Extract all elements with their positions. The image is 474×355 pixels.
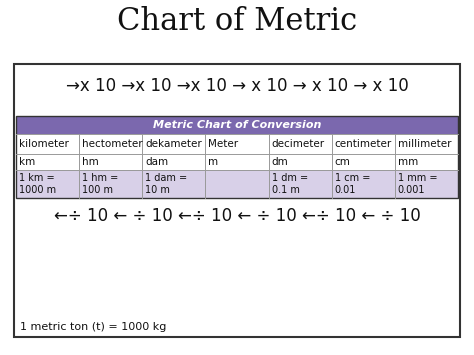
Text: →x 10 →x 10 →x 10 → x 10 → x 10 → x 10: →x 10 →x 10 →x 10 → x 10 → x 10 → x 10 (65, 77, 409, 95)
Text: cm: cm (335, 157, 351, 167)
Text: 1 dam =
10 m: 1 dam = 10 m (146, 173, 187, 195)
Text: Meter: Meter (209, 139, 238, 149)
Text: m: m (209, 157, 219, 167)
Text: 1 km =
1000 m: 1 km = 1000 m (19, 173, 56, 195)
Text: dm: dm (272, 157, 288, 167)
Text: 1 metric ton (t) = 1000 kg: 1 metric ton (t) = 1000 kg (20, 322, 166, 332)
Bar (16, 116, 458, 198)
Text: 1 hm =
100 m: 1 hm = 100 m (82, 173, 118, 195)
Bar (16, 170, 458, 198)
Text: 1 dm =
0.1 m: 1 dm = 0.1 m (272, 173, 308, 195)
Text: hm: hm (82, 157, 99, 167)
Text: decimeter: decimeter (272, 139, 325, 149)
Text: hectometer: hectometer (82, 139, 143, 149)
Text: 1 cm =
0.01: 1 cm = 0.01 (335, 173, 370, 195)
Text: dam: dam (146, 157, 168, 167)
Text: Chart of Metric: Chart of Metric (117, 6, 357, 38)
Text: mm: mm (398, 157, 418, 167)
Text: dekameter: dekameter (146, 139, 202, 149)
Bar (16, 116, 458, 134)
Text: Metric Chart of Conversion: Metric Chart of Conversion (153, 120, 321, 130)
Text: ←÷ 10 ← ÷ 10 ←÷ 10 ← ÷ 10 ←÷ 10 ← ÷ 10: ←÷ 10 ← ÷ 10 ←÷ 10 ← ÷ 10 ←÷ 10 ← ÷ 10 (54, 207, 420, 225)
Bar (14, 64, 460, 337)
Text: millimeter: millimeter (398, 139, 451, 149)
Text: centimeter: centimeter (335, 139, 392, 149)
Text: 1 mm =
0.001: 1 mm = 0.001 (398, 173, 438, 195)
Text: km: km (19, 157, 35, 167)
Text: kilometer: kilometer (19, 139, 69, 149)
